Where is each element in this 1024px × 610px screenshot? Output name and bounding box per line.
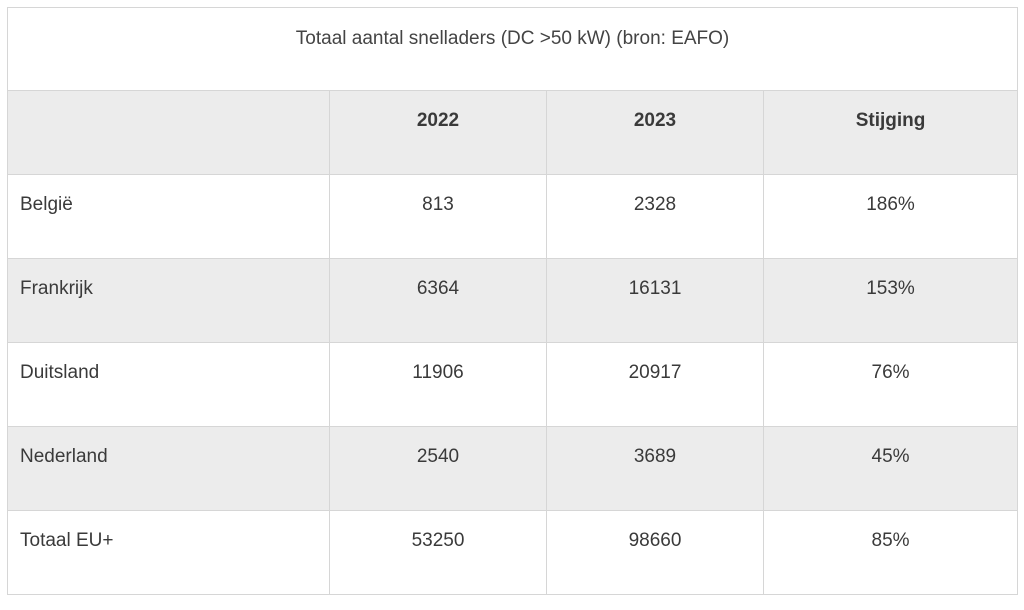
value-2022-cell: 6364 <box>329 258 547 343</box>
header-cell-2023: 2023 <box>546 90 764 175</box>
fast-chargers-table: Totaal aantal snelladers (DC >50 kW) (br… <box>6 7 1019 595</box>
table-row: Duitsland 11906 20917 76% <box>7 342 1019 427</box>
value-2023-cell: 98660 <box>546 510 764 595</box>
increase-cell: 186% <box>762 174 1019 259</box>
caption-row: Totaal aantal snelladers (DC >50 kW) (br… <box>6 7 1019 91</box>
country-cell: Frankrijk <box>7 258 330 343</box>
country-cell: Duitsland <box>7 342 330 427</box>
value-2022-cell: 11906 <box>329 342 547 427</box>
header-cell-2022: 2022 <box>329 90 547 175</box>
increase-cell: 45% <box>762 426 1019 511</box>
increase-cell: 76% <box>762 342 1019 427</box>
header-cell-increase: Stijging <box>762 90 1019 175</box>
table-row: België 813 2328 186% <box>7 174 1019 259</box>
value-2022-cell: 53250 <box>329 510 547 595</box>
table-container: Totaal aantal snelladers (DC >50 kW) (br… <box>6 7 1019 595</box>
table-row: Totaal EU+ 53250 98660 85% <box>7 510 1019 595</box>
table-row: Nederland 2540 3689 45% <box>7 426 1019 511</box>
value-2023-cell: 16131 <box>546 258 764 343</box>
header-row: 2022 2023 Stijging <box>7 90 1019 175</box>
increase-cell: 153% <box>762 258 1019 343</box>
value-2023-cell: 2328 <box>546 174 764 259</box>
country-cell: Nederland <box>7 426 330 511</box>
country-cell: België <box>7 174 330 259</box>
increase-cell: 85% <box>762 510 1019 595</box>
value-2023-cell: 3689 <box>546 426 764 511</box>
header-cell-empty <box>7 90 330 175</box>
value-2023-cell: 20917 <box>546 342 764 427</box>
table-caption: Totaal aantal snelladers (DC >50 kW) (br… <box>6 7 1019 91</box>
country-cell: Totaal EU+ <box>7 510 330 595</box>
value-2022-cell: 813 <box>329 174 547 259</box>
table-row: Frankrijk 6364 16131 153% <box>7 258 1019 343</box>
value-2022-cell: 2540 <box>329 426 547 511</box>
